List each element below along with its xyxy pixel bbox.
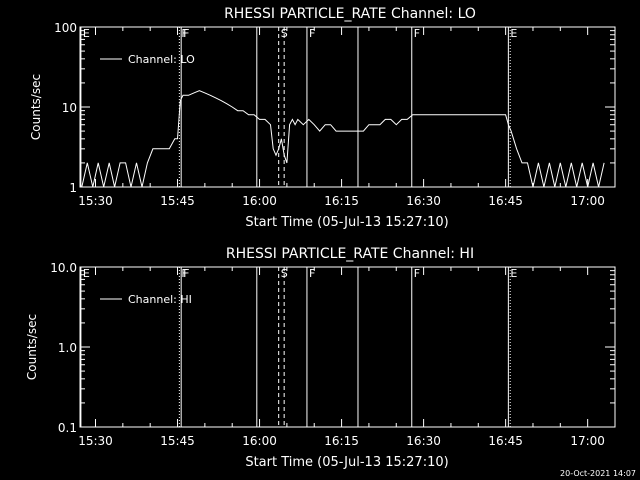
lo-event-marker-label: E bbox=[83, 27, 90, 40]
lo-x-tick-label: 16:00 bbox=[242, 194, 277, 208]
hi-channel-panel: RHESSI PARTICLE_RATE Channel: HI Counts/… bbox=[25, 246, 616, 470]
lo-x-tick-label: 16:30 bbox=[406, 194, 441, 208]
lo-event-marker-label: F bbox=[181, 27, 187, 40]
hi-event-marker-label: F bbox=[309, 267, 315, 280]
hi-chart-title: RHESSI PARTICLE_RATE Channel: HI bbox=[226, 246, 474, 262]
lo-event-marker-label: F bbox=[309, 27, 315, 40]
lo-x-tick-label: 16:45 bbox=[488, 194, 523, 208]
lo-event-marker-label: E bbox=[510, 27, 517, 40]
lo-y-tick-label: 10 bbox=[62, 101, 77, 115]
lo-x-tick-label: 16:15 bbox=[324, 194, 359, 208]
lo-event-markers: E FF S F F E bbox=[80, 27, 517, 187]
lo-event-marker-label: S bbox=[281, 27, 288, 40]
hi-x-tick-label: 16:30 bbox=[406, 434, 441, 448]
lo-series bbox=[81, 90, 605, 188]
lo-chart-title: RHESSI PARTICLE_RATE Channel: LO bbox=[224, 6, 476, 22]
hi-x-tick-label: 17:00 bbox=[570, 434, 605, 448]
lo-x-tick-label: 15:30 bbox=[78, 194, 113, 208]
hi-x-tick-label: 15:45 bbox=[160, 434, 195, 448]
lo-x-axis-label: Start Time (05-Jul-13 15:27:10) bbox=[245, 215, 448, 230]
hi-event-marker-label: F bbox=[181, 267, 187, 280]
hi-x-tick-label: 16:45 bbox=[488, 434, 523, 448]
hi-y-tick-label: 1.0 bbox=[58, 341, 77, 355]
lo-y-axis-label: Counts/sec bbox=[29, 74, 43, 140]
lo-series-line bbox=[81, 90, 605, 188]
lo-event-marker-label: F bbox=[414, 27, 420, 40]
lo-event-marker-label: F bbox=[183, 27, 189, 40]
hi-event-markers: E FF S F F E bbox=[80, 267, 517, 427]
lo-y-tick-label: 1 bbox=[69, 181, 77, 195]
lo-legend-label: Channel: LO bbox=[128, 53, 195, 66]
hi-ticks: 15:30 15:45 16:00 16:15 16:30 16:45 17:00 0.1 1.… bbox=[50, 261, 616, 448]
lo-x-tick-label: 17:00 bbox=[570, 194, 605, 208]
hi-y-tick-label: 0.1 bbox=[58, 421, 77, 435]
hi-event-marker-label: E bbox=[510, 267, 517, 280]
hi-x-axis-label: Start Time (05-Jul-13 15:27:10) bbox=[245, 455, 448, 470]
hi-legend-label: Channel: HI bbox=[128, 293, 192, 306]
hi-x-tick-label: 16:15 bbox=[324, 434, 359, 448]
lo-x-tick-label: 15:45 bbox=[160, 194, 195, 208]
hi-x-tick-label: 15:30 bbox=[78, 434, 113, 448]
hi-event-marker-label: S bbox=[281, 267, 288, 280]
hi-event-marker-label: F bbox=[183, 267, 189, 280]
hi-x-tick-label: 16:00 bbox=[242, 434, 277, 448]
hi-y-tick-label: 10.0 bbox=[50, 261, 77, 275]
lo-y-tick-label: 100 bbox=[54, 21, 77, 35]
lo-ticks: 15:30 15:45 16:00 16:15 16:30 16:45 17:00 1 10 10… bbox=[54, 21, 616, 208]
hi-event-marker-label: E bbox=[83, 267, 90, 280]
generation-timestamp: 20-Oct-2021 14:07 bbox=[560, 469, 636, 478]
hi-y-axis-label: Counts/sec bbox=[25, 314, 39, 380]
hi-event-marker-label: F bbox=[414, 267, 420, 280]
lo-channel-panel: RHESSI PARTICLE_RATE Channel: LO Counts/… bbox=[29, 6, 616, 230]
